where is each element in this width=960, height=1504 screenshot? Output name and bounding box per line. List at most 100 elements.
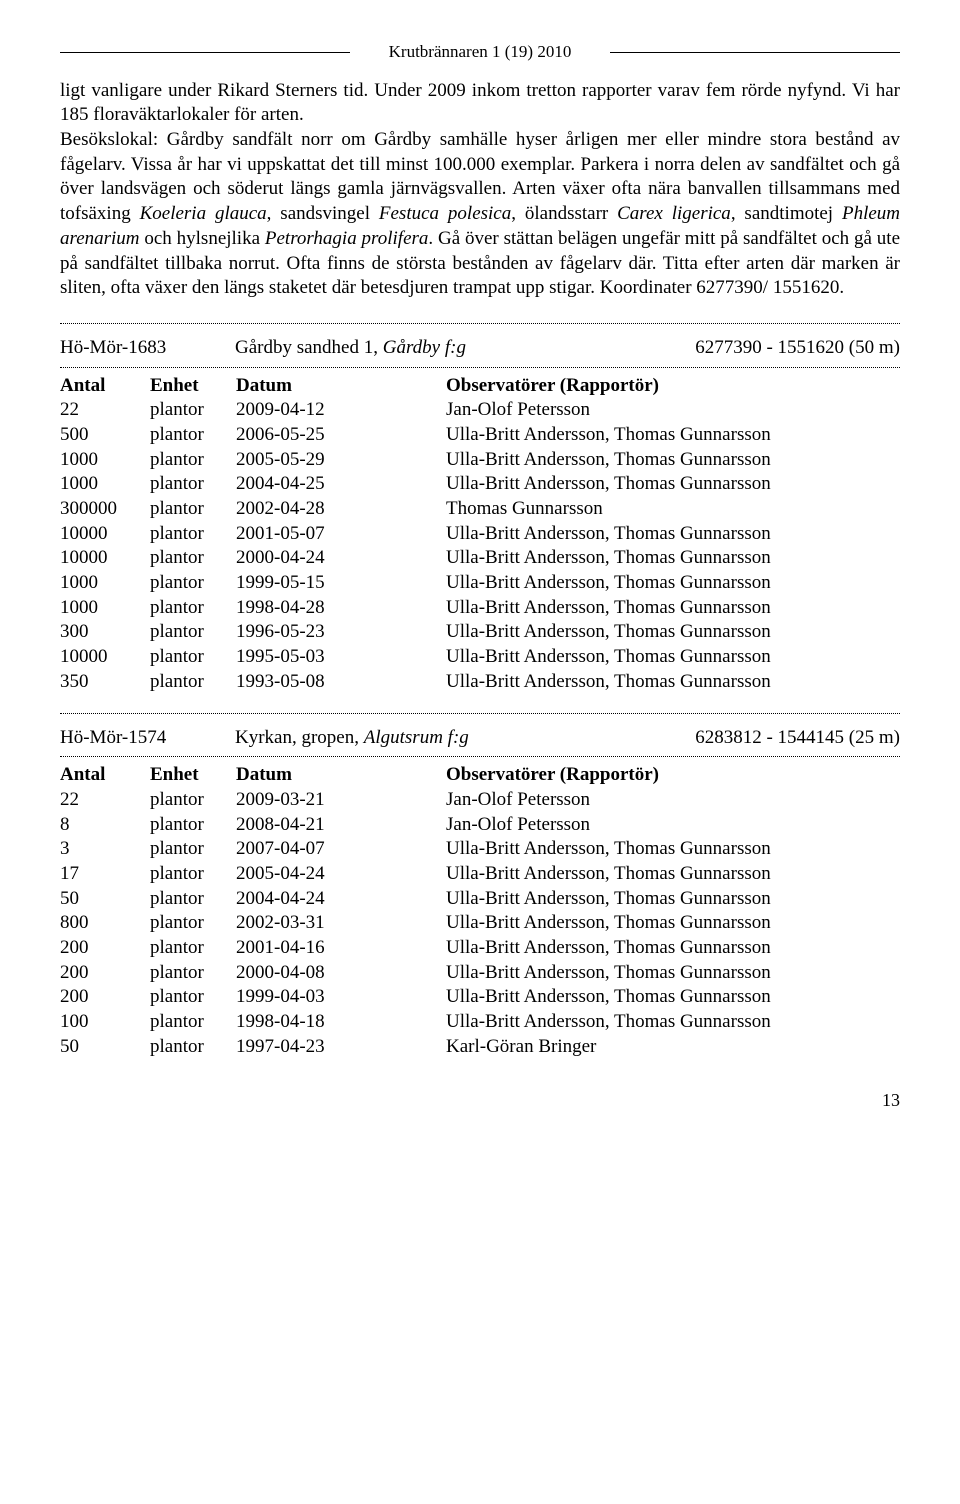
table-cell: 1997-04-23 bbox=[236, 1035, 446, 1060]
table-cell: 2009-04-12 bbox=[236, 398, 446, 423]
table-row: 10000plantor2001-05-07Ulla-Britt Anderss… bbox=[60, 522, 900, 547]
table-row: 1000plantor2004-04-25Ulla-Britt Andersso… bbox=[60, 472, 900, 497]
table-cell: 1998-04-18 bbox=[236, 1010, 446, 1035]
table-cell: plantor bbox=[150, 813, 236, 838]
location-1-id: Hö-Mör-1683 bbox=[60, 336, 235, 361]
location-2-id: Hö-Mör-1574 bbox=[60, 726, 235, 751]
table-cell: Ulla-Britt Andersson, Thomas Gunnarsson bbox=[446, 936, 900, 961]
location-2-coords: 6283812 - 1544145 (25 m) bbox=[695, 726, 900, 751]
table-cell: plantor bbox=[150, 497, 236, 522]
header-text: Krutbrännaren 1 (19) 2010 bbox=[381, 41, 580, 63]
table-cell: 2002-03-31 bbox=[236, 911, 446, 936]
table-cell: 8 bbox=[60, 813, 150, 838]
observations-table-2: Antal Enhet Datum Observatörer (Rapportö… bbox=[60, 763, 900, 1059]
table-cell: 300000 bbox=[60, 497, 150, 522]
table-cell: 3 bbox=[60, 837, 150, 862]
table-cell: plantor bbox=[150, 645, 236, 670]
table-cell: plantor bbox=[150, 670, 236, 695]
table-cell: Jan-Olof Petersson bbox=[446, 813, 900, 838]
th-datum: Datum bbox=[236, 763, 446, 788]
table-cell: 2004-04-24 bbox=[236, 887, 446, 912]
table-cell: 100 bbox=[60, 1010, 150, 1035]
table-cell: Ulla-Britt Andersson, Thomas Gunnarsson bbox=[446, 571, 900, 596]
table-row: 10000plantor2000-04-24Ulla-Britt Anderss… bbox=[60, 546, 900, 571]
table-cell: Ulla-Britt Andersson, Thomas Gunnarsson bbox=[446, 472, 900, 497]
table-cell: 10000 bbox=[60, 546, 150, 571]
table-cell: plantor bbox=[150, 788, 236, 813]
location-1-coords: 6277390 - 1551620 (50 m) bbox=[695, 336, 900, 361]
table-cell: 200 bbox=[60, 985, 150, 1010]
table-cell: Ulla-Britt Andersson, Thomas Gunnarsson bbox=[446, 596, 900, 621]
table-cell: 2001-05-07 bbox=[236, 522, 446, 547]
table-cell: plantor bbox=[150, 423, 236, 448]
table-cell: Ulla-Britt Andersson, Thomas Gunnarsson bbox=[446, 887, 900, 912]
table-cell: Ulla-Britt Andersson, Thomas Gunnarsson bbox=[446, 911, 900, 936]
table-row: 300plantor1996-05-23Ulla-Britt Andersson… bbox=[60, 620, 900, 645]
th-enhet: Enhet bbox=[150, 374, 236, 399]
table-cell: Ulla-Britt Andersson, Thomas Gunnarsson bbox=[446, 645, 900, 670]
table-cell: Ulla-Britt Andersson, Thomas Gunnarsson bbox=[446, 620, 900, 645]
species-2: Festuca polesica bbox=[379, 203, 511, 224]
table-cell: plantor bbox=[150, 571, 236, 596]
table-cell: 1000 bbox=[60, 472, 150, 497]
table-cell: Ulla-Britt Andersson, Thomas Gunnarsson bbox=[446, 961, 900, 986]
table-cell: 2006-05-25 bbox=[236, 423, 446, 448]
table-cell: 1999-05-15 bbox=[236, 571, 446, 596]
table-cell: 50 bbox=[60, 1035, 150, 1060]
table-cell: 200 bbox=[60, 961, 150, 986]
table-cell: 800 bbox=[60, 911, 150, 936]
table-row: 50plantor2004-04-24Ulla-Britt Andersson,… bbox=[60, 887, 900, 912]
table-row: 300000plantor2002-04-28Thomas Gunnarsson bbox=[60, 497, 900, 522]
table-cell: 22 bbox=[60, 398, 150, 423]
table-cell: plantor bbox=[150, 862, 236, 887]
table-row: 200plantor2000-04-08Ulla-Britt Andersson… bbox=[60, 961, 900, 986]
table-row: 50plantor1997-04-23Karl-Göran Bringer bbox=[60, 1035, 900, 1060]
table-cell: plantor bbox=[150, 596, 236, 621]
loc2-name-italic: Algutsrum f:g bbox=[364, 727, 469, 748]
table-cell: plantor bbox=[150, 522, 236, 547]
loc2-name-text: Kyrkan, gropen, bbox=[235, 727, 364, 748]
para2-e: och hylsnejlika bbox=[140, 228, 265, 249]
table-cell: 2007-04-07 bbox=[236, 837, 446, 862]
table-cell: plantor bbox=[150, 1010, 236, 1035]
table-cell: Ulla-Britt Andersson, Thomas Gunnarsson bbox=[446, 522, 900, 547]
table-cell: 2004-04-25 bbox=[236, 472, 446, 497]
observations-table-1: Antal Enhet Datum Observatörer (Rapportö… bbox=[60, 374, 900, 695]
table-cell: 500 bbox=[60, 423, 150, 448]
location-2-header: Hö-Mör-1574 Kyrkan, gropen, Algutsrum f:… bbox=[60, 726, 900, 751]
table-row: 22plantor2009-04-12Jan-Olof Petersson bbox=[60, 398, 900, 423]
species-3: Carex ligerica bbox=[617, 203, 731, 224]
table-row: 200plantor2001-04-16Ulla-Britt Andersson… bbox=[60, 936, 900, 961]
table-cell: 10000 bbox=[60, 522, 150, 547]
para2-d: , sandtimotej bbox=[731, 203, 842, 224]
table-cell: Ulla-Britt Andersson, Thomas Gunnarsson bbox=[446, 1010, 900, 1035]
table-cell: 1995-05-03 bbox=[236, 645, 446, 670]
table-cell: 2000-04-08 bbox=[236, 961, 446, 986]
table-cell: 50 bbox=[60, 887, 150, 912]
th-enhet: Enhet bbox=[150, 763, 236, 788]
table-cell: 1000 bbox=[60, 448, 150, 473]
table-row: 1000plantor1998-04-28Ulla-Britt Andersso… bbox=[60, 596, 900, 621]
body-paragraphs: ligt vanligare under Rikard Sterners tid… bbox=[60, 79, 900, 301]
divider bbox=[60, 323, 900, 324]
table-cell: 2009-03-21 bbox=[236, 788, 446, 813]
table-cell: Ulla-Britt Andersson, Thomas Gunnarsson bbox=[446, 546, 900, 571]
table-cell: 1000 bbox=[60, 571, 150, 596]
para2-c: , ölandsstarr bbox=[511, 203, 617, 224]
table-cell: 1993-05-08 bbox=[236, 670, 446, 695]
table-row: 8plantor2008-04-21Jan-Olof Petersson bbox=[60, 813, 900, 838]
table-cell: 2005-04-24 bbox=[236, 862, 446, 887]
table-cell: plantor bbox=[150, 936, 236, 961]
table-cell: 200 bbox=[60, 936, 150, 961]
table-cell: 1996-05-23 bbox=[236, 620, 446, 645]
table-cell: 2000-04-24 bbox=[236, 546, 446, 571]
table-cell: 2002-04-28 bbox=[236, 497, 446, 522]
th-datum: Datum bbox=[236, 374, 446, 399]
divider bbox=[60, 367, 900, 368]
table-cell: Ulla-Britt Andersson, Thomas Gunnarsson bbox=[446, 985, 900, 1010]
table-cell: plantor bbox=[150, 1035, 236, 1060]
location-1-header: Hö-Mör-1683 Gårdby sandhed 1, Gårdby f:g… bbox=[60, 336, 900, 361]
table-cell: plantor bbox=[150, 985, 236, 1010]
table-cell: 1998-04-28 bbox=[236, 596, 446, 621]
table-cell: plantor bbox=[150, 837, 236, 862]
